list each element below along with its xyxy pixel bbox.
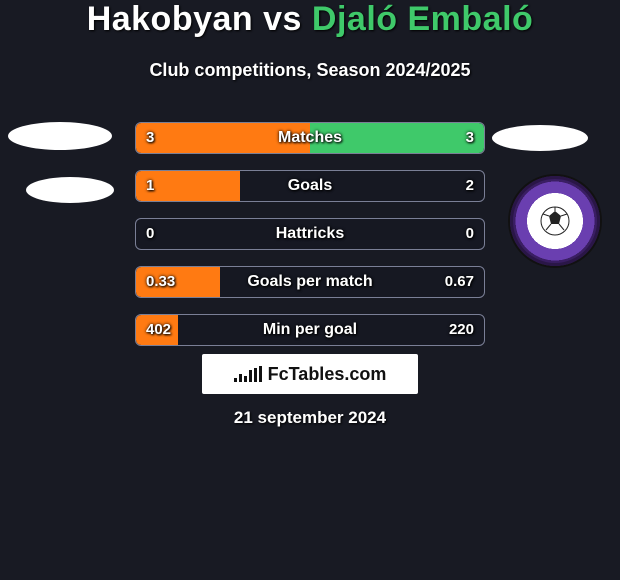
player1-silhouette [8, 122, 112, 150]
stat-label: Hattricks [136, 219, 484, 249]
stat-row: 12Goals [135, 170, 485, 202]
stat-label: Matches [136, 123, 484, 153]
club-badge [510, 176, 600, 266]
stat-label: Goals [136, 171, 484, 201]
stat-row: 33Matches [135, 122, 485, 154]
player2-name: Djaló Embaló [312, 0, 533, 38]
stat-row: 0.330.67Goals per match [135, 266, 485, 298]
bar-chart-icon [234, 366, 262, 382]
branding-text: FcTables.com [268, 364, 387, 385]
season-subtitle: Club competitions, Season 2024/2025 [0, 60, 620, 81]
branding-box: FcTables.com [202, 354, 418, 394]
player1-silhouette [26, 177, 114, 203]
stat-label: Min per goal [136, 315, 484, 345]
soccer-ball-icon [536, 204, 574, 238]
stat-row: 402220Min per goal [135, 314, 485, 346]
stat-label: Goals per match [136, 267, 484, 297]
stat-bars: 33Matches 12Goals 00Hattricks 0.330.67Goals… [135, 122, 485, 362]
date-stamp: 21 september 2024 [0, 408, 620, 428]
vs-text: vs [263, 0, 302, 38]
stat-row: 00Hattricks [135, 218, 485, 250]
player1-name: Hakobyan [87, 0, 254, 38]
comparison-title: Hakobyan vs Djaló Embaló [0, 0, 620, 39]
player2-silhouette [492, 125, 588, 151]
